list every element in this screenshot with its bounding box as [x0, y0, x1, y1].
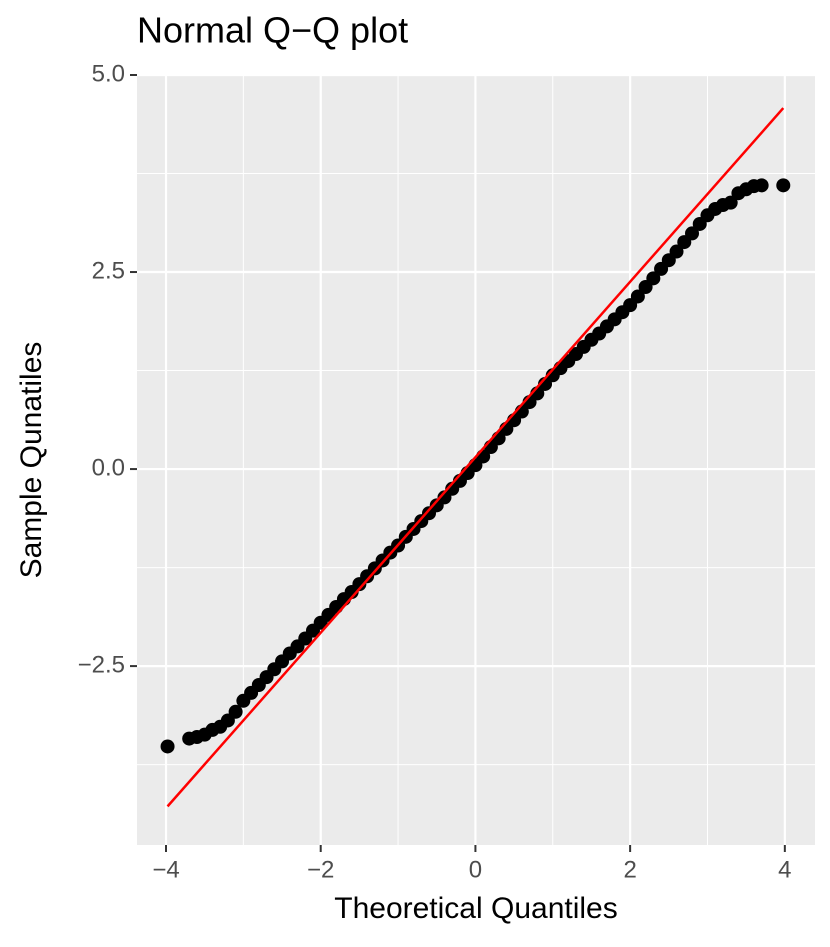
x-tick-label: 2	[623, 856, 636, 883]
point	[669, 244, 684, 259]
x-tick-label: −2	[307, 856, 334, 883]
point	[685, 226, 700, 241]
y-tick-label: 0.0	[92, 454, 125, 481]
x-tick-label: 0	[469, 856, 482, 883]
point	[228, 704, 243, 719]
point	[160, 739, 175, 754]
x-axis-title: Theoretical Quantiles	[334, 892, 617, 925]
point	[723, 195, 738, 210]
y-tick-label: 2.5	[92, 257, 125, 284]
point	[630, 289, 645, 304]
y-tick-label: 5.0	[92, 60, 125, 87]
point	[646, 271, 661, 286]
chart-title: Normal Q−Q plot	[137, 10, 408, 51]
y-tick-label: −2.5	[78, 651, 125, 678]
point	[754, 178, 769, 193]
y-axis-title: Sample Qunatiles	[15, 342, 48, 579]
reference-line	[166, 107, 785, 808]
point	[776, 178, 791, 193]
x-tick-label: 4	[778, 856, 791, 883]
x-tick-label: −4	[152, 856, 179, 883]
